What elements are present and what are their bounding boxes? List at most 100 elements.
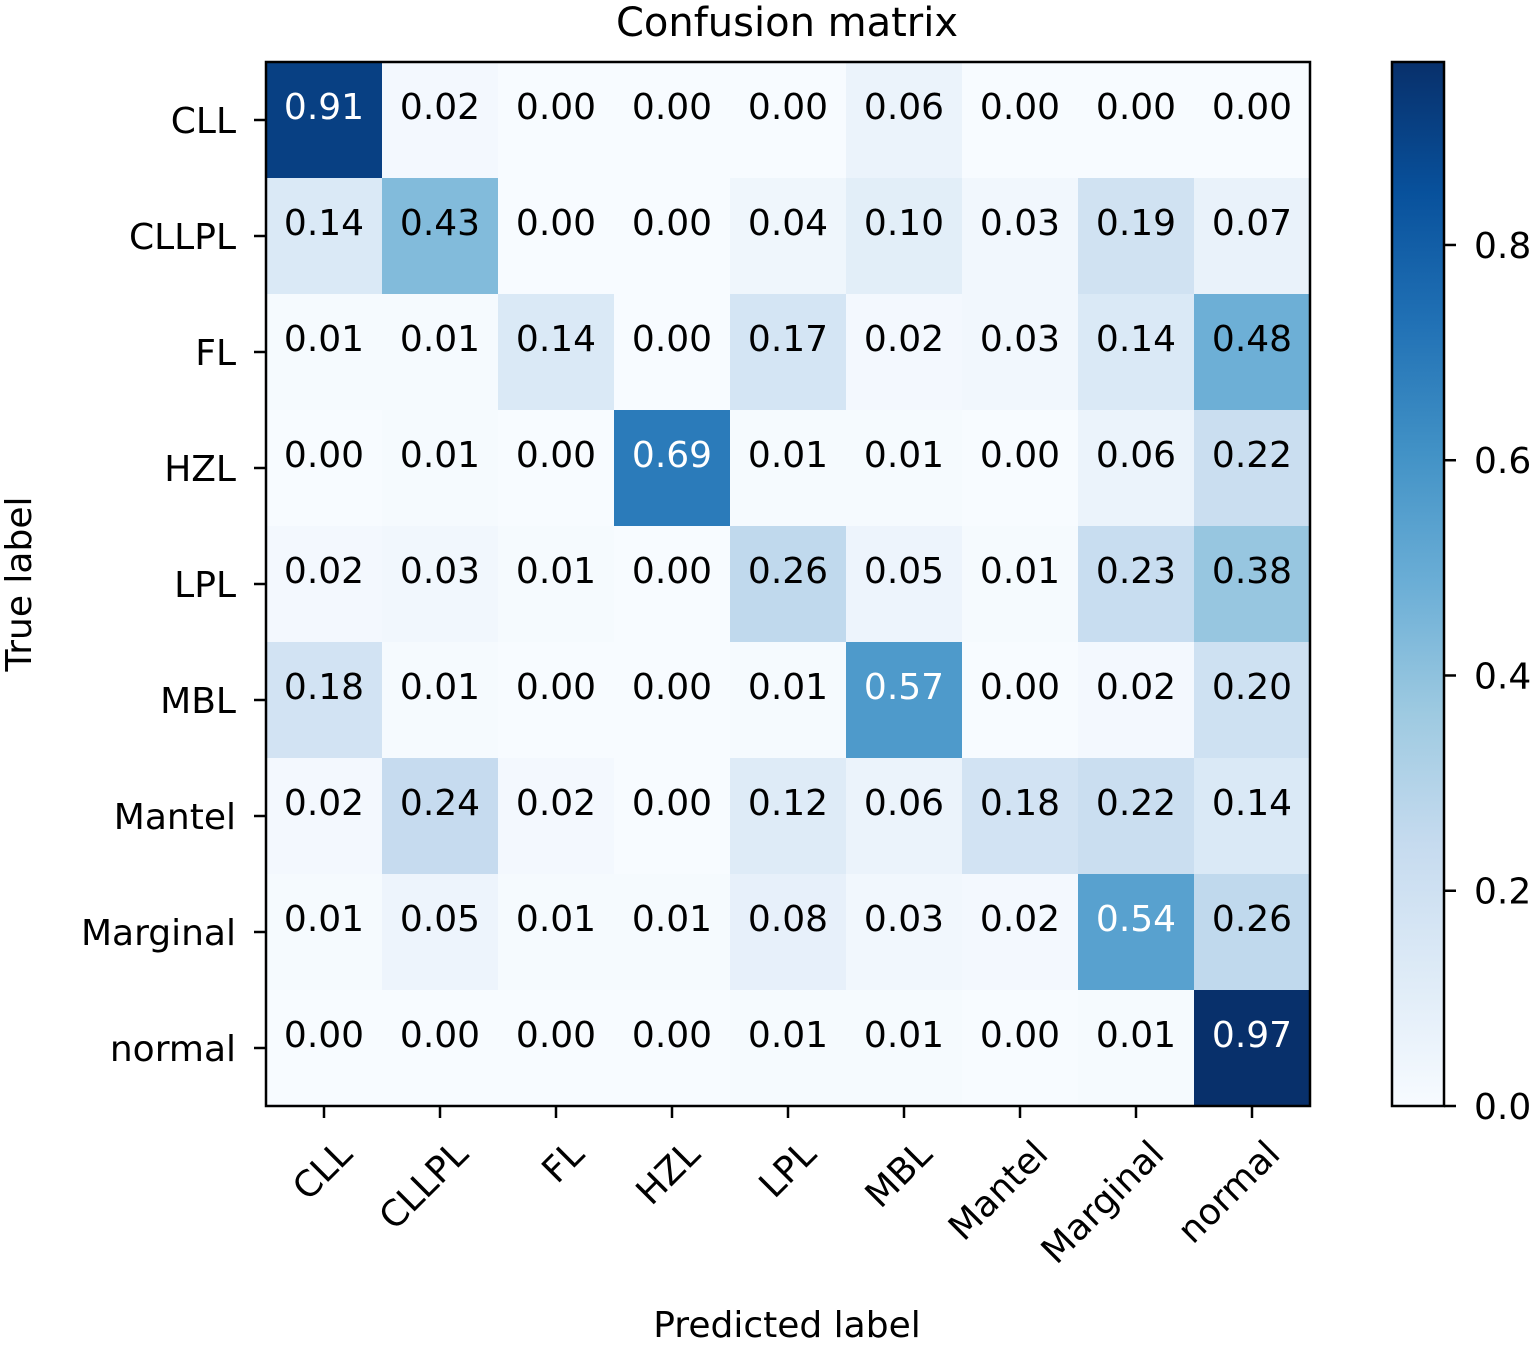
heatmap-cell [1194,410,1311,527]
heatmap-cell [1194,758,1311,875]
cell-value-label: 0.01 [400,435,480,476]
cell-value-label: 0.26 [748,551,828,592]
heatmap-value-labels: 0.91 0.02 0.00 0.00 0.00 0.06 0.00 0.00 0.00 0.14… [284,87,1292,1056]
heatmap-cell [382,526,499,643]
heatmap-cell [730,178,847,295]
heatmap-cell [614,178,731,295]
cell-value-label: 0.00 [632,667,712,708]
heatmap-cell [498,874,615,991]
heatmap-cell [730,874,847,991]
heatmap-cells [266,62,1311,1107]
cell-value-label: 0.00 [516,87,596,128]
heatmap-cell [962,294,1079,411]
heatmap-cell [1194,990,1311,1107]
cell-value-label: 0.08 [748,899,828,940]
cell-value-label: 0.26 [1212,899,1292,940]
cell-value-label: 0.03 [400,551,480,592]
heatmap-cell [846,410,963,527]
heatmap-cell [498,758,615,875]
cell-value-label: 0.14 [1212,783,1292,824]
heatmap-cell [846,526,963,643]
cell-value-label: 0.00 [632,551,712,592]
cell-value-label: 0.00 [632,87,712,128]
heatmap-cell [382,178,499,295]
heatmap-cell [498,294,615,411]
heatmap-cell [846,758,963,875]
heatmap-cell [730,62,847,179]
cell-value-label: 0.01 [1096,1015,1176,1056]
cell-value-label: 0.00 [516,203,596,244]
y-axis-ticks: CLL CLLPL FL HZL LPL MBL Mantel Marginal normal [81,101,266,1070]
cell-value-label: 0.06 [1096,435,1176,476]
cell-value-label: 0.04 [748,203,828,244]
x-axis-label: Predicted label [653,1305,921,1340]
heatmap-cell [1078,758,1195,875]
heatmap-cell [1194,178,1311,295]
heatmap-cell [962,526,1079,643]
cell-value-label: 0.02 [980,899,1060,940]
x-tick-label: Mantel [941,1133,1056,1248]
x-tick-label: CLLPL [372,1133,477,1238]
heatmap-cell [382,410,499,527]
x-tick-label: LPL [752,1133,825,1206]
cell-value-label: 0.03 [980,319,1060,360]
y-tick-label: CLLPL [129,217,236,258]
cell-value-label: 0.69 [632,435,712,476]
heatmap-cell [614,874,731,991]
cell-value-label: 0.05 [864,551,944,592]
cell-value-label: 0.02 [284,551,364,592]
heatmap-cell [614,294,731,411]
heatmap-cell [614,642,731,759]
cell-value-label: 0.01 [516,899,596,940]
y-tick-label: CLL [171,101,236,142]
heatmap-cell [846,642,963,759]
cell-value-label: 0.00 [516,1015,596,1056]
x-tick-label: Marginal [1034,1133,1173,1272]
heatmap-cell [266,874,383,991]
heatmap-cell [266,758,383,875]
x-tick-label: MBL [858,1133,941,1216]
heatmap-cell [730,758,847,875]
y-tick-label: FL [195,333,236,374]
cell-value-label: 0.18 [284,667,364,708]
x-tick-label: FL [535,1133,593,1191]
heatmap-cell [1194,526,1311,643]
cell-value-label: 0.01 [748,435,828,476]
cell-value-label: 0.43 [400,203,480,244]
cell-value-label: 0.01 [400,319,480,360]
heatmap-cell [730,410,847,527]
y-axis-label: True label [0,497,40,673]
cell-value-label: 0.38 [1212,551,1292,592]
heatmap-cell [962,642,1079,759]
heatmap-cell [266,990,383,1107]
heatmap-cell [498,410,615,527]
heatmap-cell [1194,642,1311,759]
cell-value-label: 0.00 [516,435,596,476]
cell-value-label: 0.00 [980,435,1060,476]
colorbar [1390,60,1446,1108]
x-tick-label: HZL [629,1133,709,1213]
cell-value-label: 0.00 [284,1015,364,1056]
cell-value-label: 0.57 [864,667,944,708]
cell-value-label: 0.02 [284,783,364,824]
colorbar-tick-label: 0.0 [1474,1087,1531,1128]
heatmap-cell [846,294,963,411]
y-tick-label: Mantel [114,797,236,838]
heatmap-cell [1194,62,1311,179]
cell-value-label: 0.00 [980,1015,1060,1056]
heatmap-cell [962,410,1079,527]
heatmap-cell [962,874,1079,991]
cell-value-label: 0.01 [864,1015,944,1056]
heatmap-cell [1078,294,1195,411]
cell-value-label: 0.12 [748,783,828,824]
y-tick-label: Marginal [81,913,236,954]
cell-value-label: 0.05 [400,899,480,940]
heatmap-cell [962,990,1079,1107]
cell-value-label: 0.02 [400,87,480,128]
y-tick-label: LPL [174,565,236,606]
heatmap-cell [614,758,731,875]
chart-title: Confusion matrix [616,0,958,46]
cell-value-label: 0.00 [516,667,596,708]
cell-value-label: 0.14 [516,319,596,360]
